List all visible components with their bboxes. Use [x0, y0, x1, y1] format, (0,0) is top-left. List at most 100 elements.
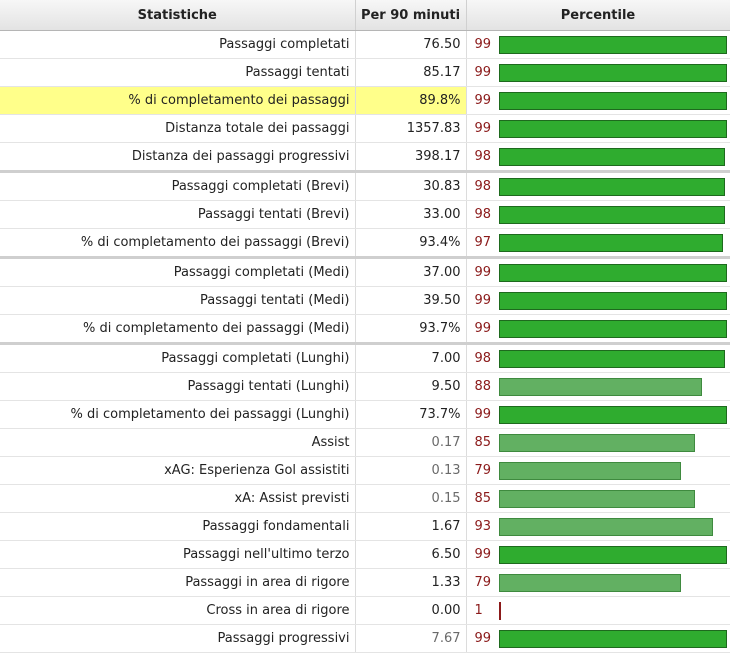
percentile-bar — [498, 377, 702, 396]
table-row: Cross in area di rigore 0.00 1 — [0, 596, 730, 625]
percentile-bar — [498, 573, 681, 592]
per90-value: 0.15 — [355, 484, 467, 513]
percentile-cell: 99 — [466, 256, 730, 287]
percentile-bar — [498, 349, 725, 368]
stat-label: Distanza dei passaggi progressivi — [0, 142, 356, 172]
percentile-cell: 99 — [466, 624, 730, 653]
table-row: Passaggi completati 76.50 99 — [0, 30, 730, 59]
per90-value: 6.50 — [355, 540, 467, 569]
percentile-bar — [498, 205, 725, 224]
table-row: Passaggi nell'ultimo terzo 6.50 99 — [0, 540, 730, 569]
per90-value: 39.50 — [355, 286, 467, 315]
per90-value: 33.00 — [355, 200, 467, 229]
percentile-number: 99 — [474, 265, 492, 280]
percentile-number: 98 — [474, 207, 492, 222]
table-row: Passaggi tentati (Medi) 39.50 99 — [0, 286, 730, 315]
header-stat[interactable]: Statistiche — [0, 0, 356, 31]
stat-label: % di completamento dei passaggi (Lunghi) — [0, 400, 356, 429]
per90-value: 7.67 — [355, 624, 467, 653]
stat-label: xAG: Esperienza Gol assistiti — [0, 456, 356, 485]
percentile-bar — [498, 35, 728, 54]
per90-value: 73.7% — [355, 400, 467, 429]
percentile-cell: 98 — [466, 342, 730, 373]
percentile-bar — [498, 291, 728, 310]
table-row: Passaggi tentati (Lunghi) 9.50 88 — [0, 372, 730, 401]
header-percentile[interactable]: Percentile — [466, 0, 730, 31]
stat-label: Passaggi in area di rigore — [0, 568, 356, 597]
percentile-number: 99 — [474, 93, 492, 108]
percentile-cell: 97 — [466, 228, 730, 258]
per90-value: 1.67 — [355, 512, 467, 541]
stat-label: % di completamento dei passaggi (Medi) — [0, 314, 356, 344]
percentile-cell: 99 — [466, 314, 730, 344]
per90-value: 37.00 — [355, 256, 467, 287]
table-row: % di completamento dei passaggi 89.8% 99 — [0, 86, 730, 115]
percentile-number: 85 — [474, 435, 492, 450]
percentile-cell: 79 — [466, 456, 730, 485]
percentile-cell: 1 — [466, 596, 730, 625]
percentile-cell: 99 — [466, 400, 730, 429]
table-row: Passaggi completati (Medi) 37.00 99 — [0, 256, 730, 287]
percentile-bar — [498, 433, 695, 452]
stat-label: Passaggi nell'ultimo terzo — [0, 540, 356, 569]
percentile-cell: 99 — [466, 58, 730, 87]
table-row: xAG: Esperienza Gol assistiti 0.13 79 — [0, 456, 730, 485]
stat-label: Passaggi progressivi — [0, 624, 356, 653]
per90-value: 9.50 — [355, 372, 467, 401]
percentile-number: 97 — [474, 235, 492, 250]
percentile-bar — [498, 177, 725, 196]
table-row: Distanza totale dei passaggi 1357.83 99 — [0, 114, 730, 143]
header-per90[interactable]: Per 90 minuti — [355, 0, 467, 31]
per90-value: 1.33 — [355, 568, 467, 597]
percentile-cell: 99 — [466, 30, 730, 59]
percentile-bar — [498, 63, 728, 82]
stat-label: % di completamento dei passaggi — [0, 86, 356, 115]
percentile-bar — [498, 319, 728, 338]
percentile-cell: 79 — [466, 568, 730, 597]
table-row: xA: Assist previsti 0.15 85 — [0, 484, 730, 513]
percentile-number: 99 — [474, 37, 492, 52]
per90-value: 0.17 — [355, 428, 467, 457]
percentile-bar — [498, 545, 728, 564]
percentile-number: 99 — [474, 547, 492, 562]
table-row: % di completamento dei passaggi (Brevi) 9… — [0, 228, 730, 258]
stat-label: Passaggi completati — [0, 30, 356, 59]
percentile-cell: 98 — [466, 170, 730, 201]
per90-value: 76.50 — [355, 30, 467, 59]
per90-value: 1357.83 — [355, 114, 467, 143]
per90-value: 85.17 — [355, 58, 467, 87]
table-body: Passaggi completati 76.50 99 Passaggi tenta… — [0, 30, 730, 653]
header-row: Statistiche Per 90 minuti Percentile — [0, 0, 730, 31]
per90-value: 93.7% — [355, 314, 467, 344]
percentile-number: 98 — [474, 179, 492, 194]
percentile-cell: 99 — [466, 86, 730, 115]
table-row: Passaggi completati (Brevi) 30.83 98 — [0, 170, 730, 201]
percentile-number: 98 — [474, 149, 492, 164]
table-row: % di completamento dei passaggi (Lunghi)… — [0, 400, 730, 429]
percentile-bar — [498, 91, 728, 110]
stat-label: Distanza totale dei passaggi — [0, 114, 356, 143]
percentile-bar — [498, 119, 728, 138]
percentile-number: 99 — [474, 65, 492, 80]
table-row: Passaggi completati (Lunghi) 7.00 98 — [0, 342, 730, 373]
table-row: Passaggi in area di rigore 1.33 79 — [0, 568, 730, 597]
percentile-bar — [498, 263, 728, 282]
percentile-number: 79 — [474, 463, 492, 478]
percentile-bar — [498, 405, 728, 424]
percentile-bar — [498, 601, 502, 620]
per90-value: 0.00 — [355, 596, 467, 625]
percentile-cell: 88 — [466, 372, 730, 401]
percentile-number: 88 — [474, 379, 492, 394]
percentile-number: 99 — [474, 121, 492, 136]
stat-label: Passaggi tentati — [0, 58, 356, 87]
stat-label: Cross in area di rigore — [0, 596, 356, 625]
percentile-bar — [498, 629, 728, 648]
percentile-number: 99 — [474, 321, 492, 336]
per90-value: 398.17 — [355, 142, 467, 172]
percentile-number: 85 — [474, 491, 492, 506]
percentile-cell: 99 — [466, 114, 730, 143]
percentile-cell: 99 — [466, 540, 730, 569]
stat-label: xA: Assist previsti — [0, 484, 356, 513]
per90-value: 30.83 — [355, 170, 467, 201]
